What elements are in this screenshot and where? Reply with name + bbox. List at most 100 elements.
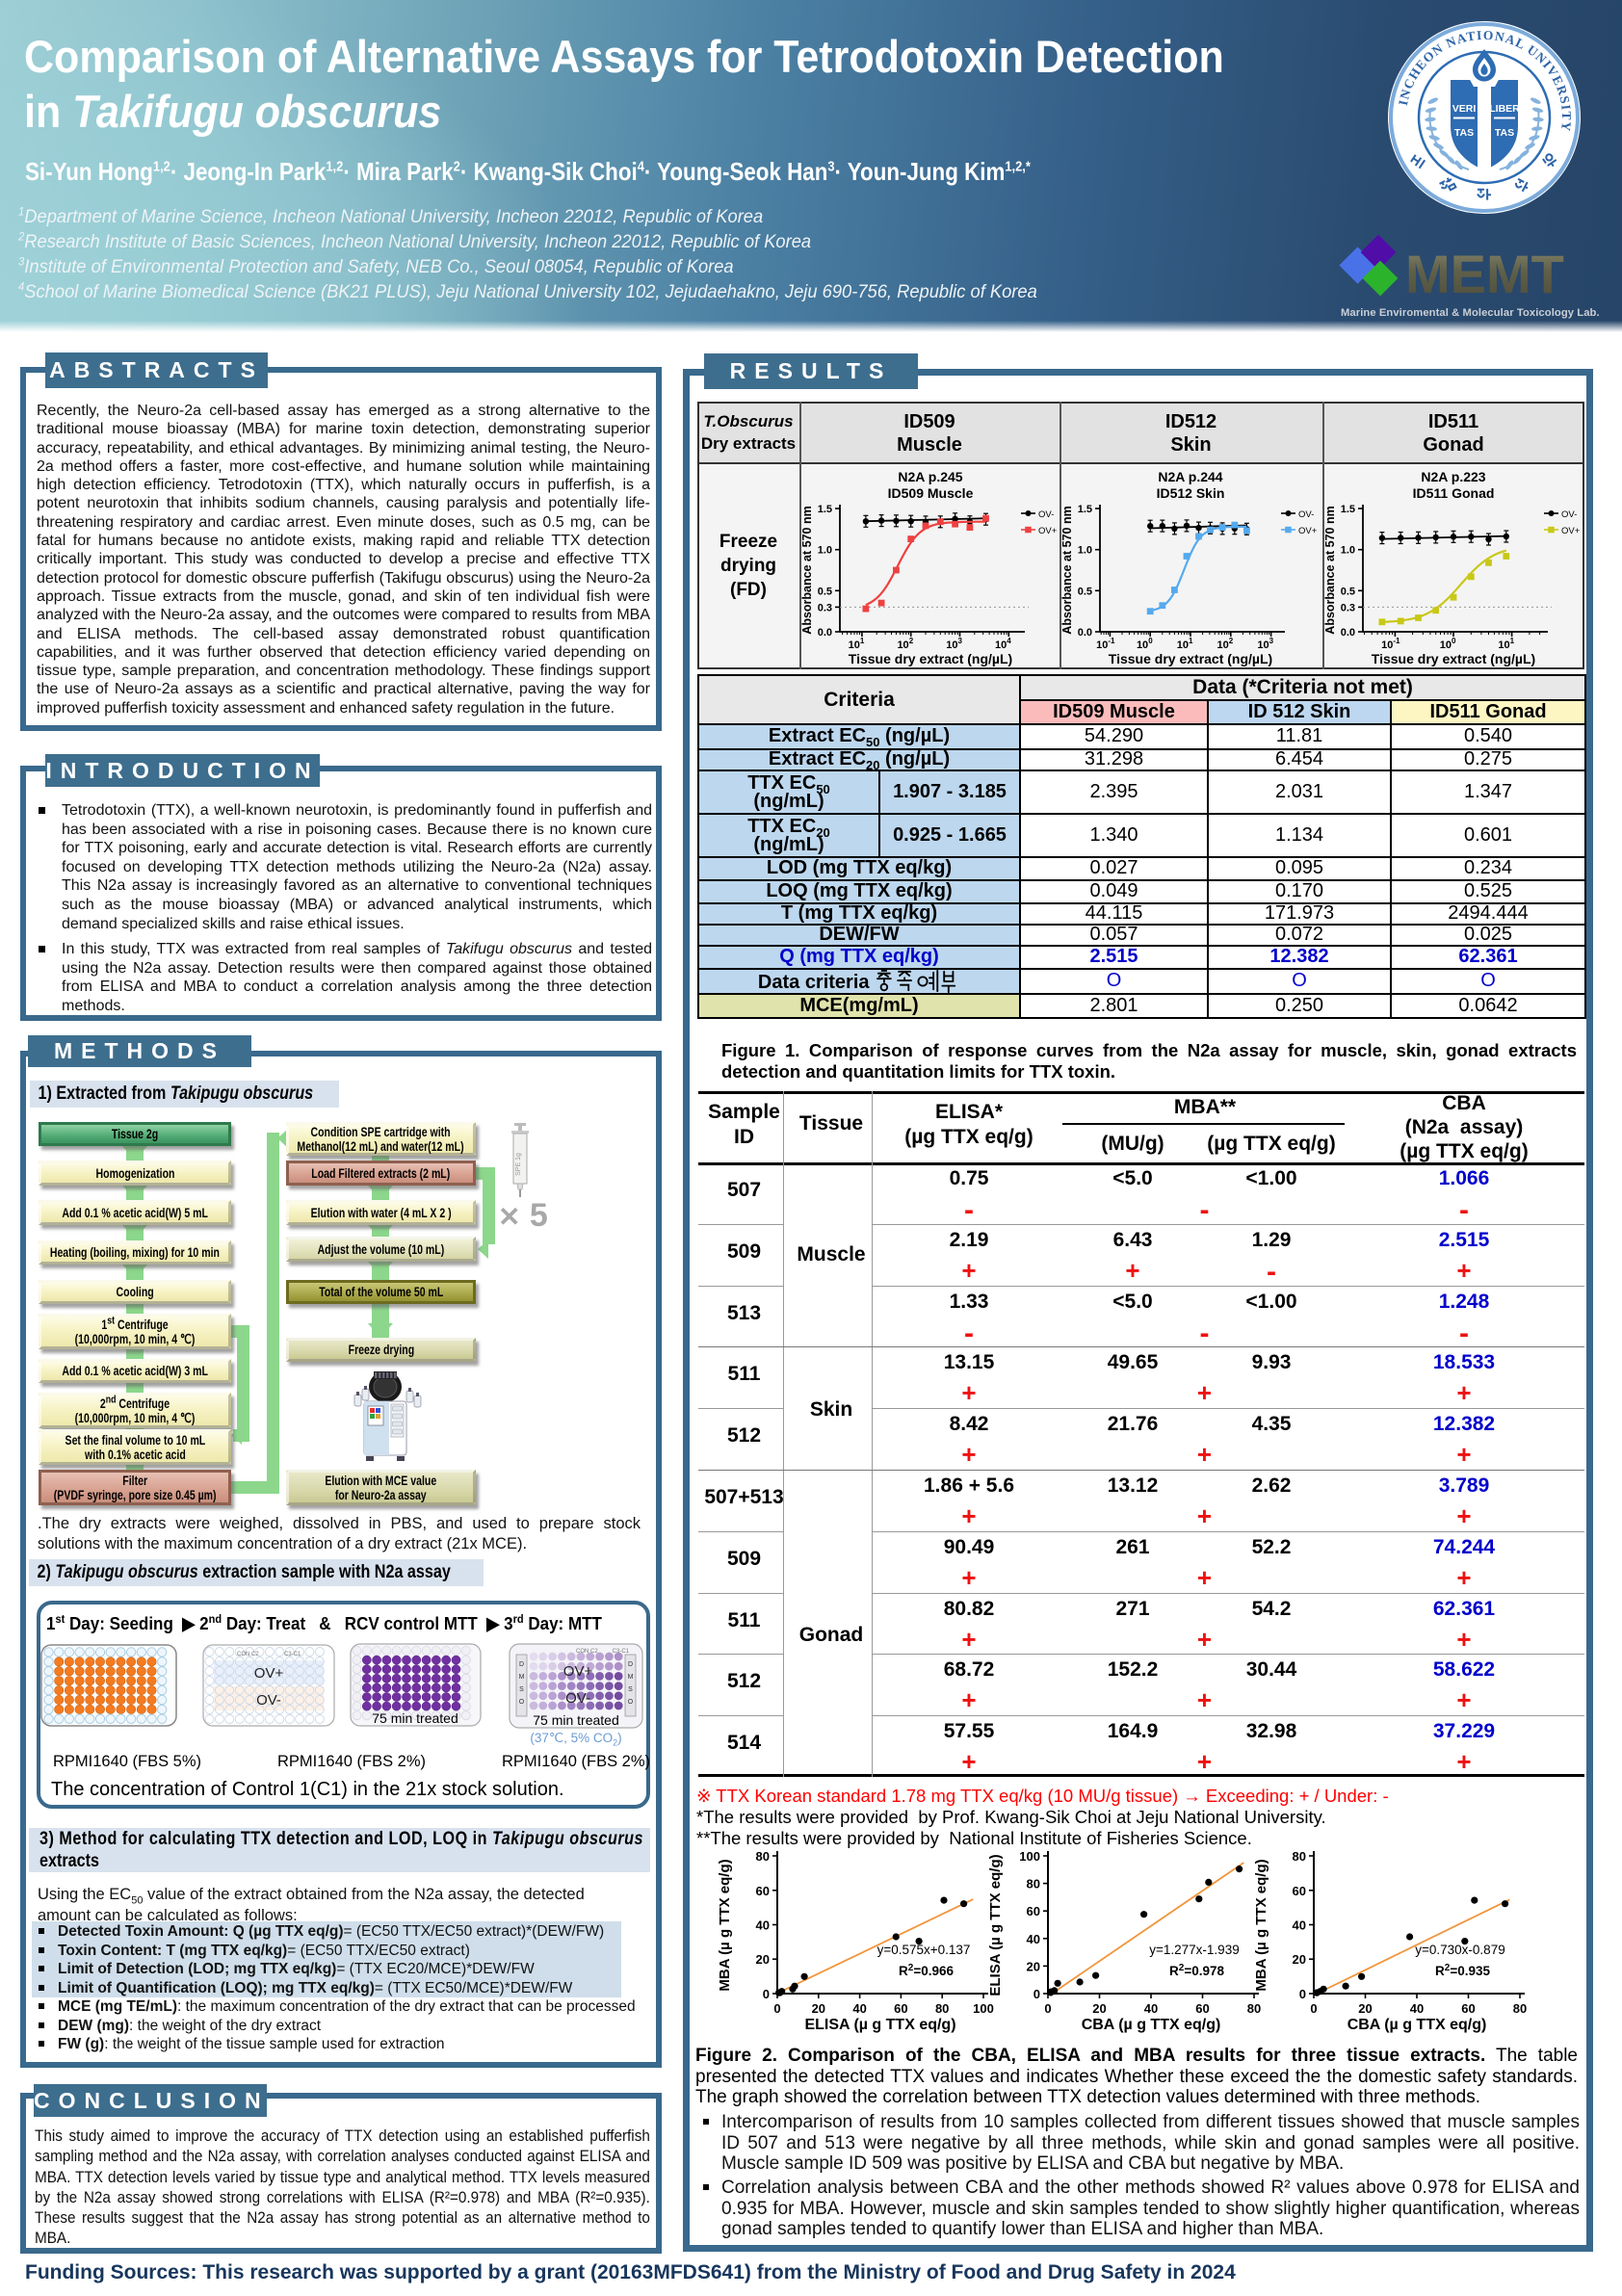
svg-text:OV+: OV+ [1038, 526, 1058, 536]
svg-text:10: 10 [1257, 639, 1269, 651]
svg-text:R2=0.935: R2=0.935 [1435, 1963, 1490, 1978]
svg-text:100: 100 [1019, 1849, 1040, 1864]
svg-text:TAS: TAS [1495, 127, 1514, 139]
svg-text:80: 80 [1027, 1877, 1040, 1892]
svg-text:Absorbance at 570 nm: Absorbance at 570 nm [1324, 506, 1337, 634]
svg-text:ELISA (µ g TTX eq/g): ELISA (µ g TTX eq/g) [804, 2017, 955, 2033]
svg-text:60: 60 [894, 2001, 907, 2016]
svg-text:D: D [628, 1661, 633, 1668]
svg-text:10: 10 [1137, 639, 1148, 651]
svg-text:3: 3 [1269, 637, 1274, 645]
svg-text:80: 80 [1293, 1849, 1306, 1864]
svg-text:10: 10 [849, 639, 860, 651]
svg-text:10: 10 [1381, 639, 1393, 651]
svg-text:0.5: 0.5 [818, 586, 832, 597]
svg-text:0.3: 0.3 [818, 602, 832, 613]
svg-text:60: 60 [1195, 2001, 1209, 2016]
svg-text:10: 10 [1217, 639, 1229, 651]
svg-text:0: 0 [1299, 1987, 1306, 2001]
svg-text:0: 0 [773, 2001, 780, 2016]
svg-text:0: 0 [1452, 637, 1456, 645]
svg-text:20: 20 [1092, 2001, 1106, 2016]
svg-text:VERI: VERI [1452, 103, 1477, 115]
svg-text:N2A p.245: N2A p.245 [898, 469, 962, 484]
svg-text:60: 60 [1461, 2001, 1475, 2016]
svg-text:SPE 1g: SPE 1g [515, 1153, 522, 1176]
svg-text:10: 10 [1498, 639, 1509, 651]
svg-text:y=0.575x+0.137: y=0.575x+0.137 [877, 1943, 971, 1957]
svg-text:40: 40 [756, 1918, 770, 1933]
svg-text:OV+: OV+ [254, 1665, 284, 1682]
svg-text:C3-C1: C3-C1 [284, 1652, 301, 1657]
svg-text:ID511 Gonad: ID511 Gonad [1413, 485, 1495, 501]
svg-text:N2A p.223: N2A p.223 [1421, 469, 1485, 484]
svg-text:10: 10 [995, 639, 1007, 651]
svg-text:OV+: OV+ [563, 1663, 593, 1680]
svg-text:0.0: 0.0 [1078, 627, 1092, 639]
svg-text:CON C2: CON C2 [237, 1652, 259, 1657]
svg-text:0: 0 [1148, 637, 1153, 645]
svg-text:0.3: 0.3 [1341, 602, 1355, 613]
svg-text:y=0.730x-0.879: y=0.730x-0.879 [1415, 1943, 1504, 1957]
svg-text:0: 0 [1033, 1987, 1040, 2001]
svg-text:0.5: 0.5 [1078, 586, 1092, 597]
svg-text:OV-: OV- [565, 1690, 590, 1707]
svg-text:60: 60 [1027, 1904, 1040, 1918]
svg-text:M: M [519, 1674, 525, 1681]
svg-text:40: 40 [1144, 2001, 1158, 2016]
svg-text:OV-: OV- [1038, 509, 1054, 520]
svg-text:R2=0.978: R2=0.978 [1169, 1963, 1224, 1978]
svg-text:4: 4 [1007, 637, 1011, 645]
svg-text:MBA (µ g TTX eq/g): MBA (µ g TTX eq/g) [718, 1859, 733, 1991]
svg-text:75 min treated: 75 min treated [372, 1710, 458, 1726]
svg-text:OV+: OV+ [1298, 526, 1318, 536]
svg-text:20: 20 [1027, 1959, 1040, 1973]
svg-text:60: 60 [756, 1884, 770, 1898]
svg-text:0: 0 [1310, 2001, 1317, 2016]
svg-text:1: 1 [860, 637, 865, 645]
svg-text:1.0: 1.0 [1078, 545, 1092, 557]
svg-text:S: S [628, 1686, 633, 1693]
svg-text:0.5: 0.5 [1341, 586, 1355, 597]
svg-text:R2=0.966: R2=0.966 [899, 1963, 954, 1978]
svg-text:OV-: OV- [1561, 509, 1577, 520]
svg-text:ID509 Muscle: ID509 Muscle [888, 485, 974, 501]
svg-text:10: 10 [1177, 639, 1189, 651]
svg-text:MEMT: MEMT [1405, 244, 1564, 304]
svg-text:Tissue dry extract (ng/µL): Tissue dry extract (ng/µL) [1109, 651, 1272, 666]
svg-text:ID512 Skin: ID512 Skin [1157, 485, 1225, 501]
svg-text:10: 10 [946, 639, 957, 651]
svg-text:y=1.277x-1.939: y=1.277x-1.939 [1149, 1943, 1239, 1957]
svg-text:2: 2 [909, 637, 914, 645]
svg-text:10: 10 [897, 639, 908, 651]
svg-text:40: 40 [852, 2001, 866, 2016]
svg-text:CBA (µ g TTX eq/g): CBA (µ g TTX eq/g) [1082, 2017, 1221, 2033]
svg-text:80: 80 [1513, 2001, 1527, 2016]
svg-text:0.0: 0.0 [818, 627, 832, 639]
svg-text:0.0: 0.0 [1341, 627, 1355, 639]
svg-text:1: 1 [1510, 637, 1515, 645]
svg-text:O: O [519, 1699, 525, 1706]
svg-text:O: O [628, 1699, 634, 1706]
svg-text:1: 1 [1189, 637, 1193, 645]
svg-text:S: S [519, 1686, 524, 1693]
svg-text:10: 10 [1440, 639, 1452, 651]
svg-text:OV-: OV- [1298, 509, 1314, 520]
svg-text:ELISA (µ g TTX eq/g): ELISA (µ g TTX eq/g) [988, 1854, 1004, 1996]
svg-text:60: 60 [1293, 1884, 1306, 1898]
svg-text:Tissue dry extract (ng/µL): Tissue dry extract (ng/µL) [1372, 651, 1535, 666]
svg-text:20: 20 [1358, 2001, 1372, 2016]
svg-text:1.5: 1.5 [1078, 504, 1092, 515]
svg-text:-1: -1 [1393, 637, 1400, 645]
svg-text:40: 40 [1027, 1932, 1040, 1946]
svg-text:TAS: TAS [1454, 127, 1474, 139]
svg-text:Marine Enviromental & Molecula: Marine Enviromental & Molecular Toxicolo… [1341, 307, 1600, 319]
svg-text:40: 40 [1410, 2001, 1424, 2016]
svg-text:LIBER: LIBER [1489, 103, 1520, 115]
svg-text:2: 2 [1229, 637, 1234, 645]
svg-text:0: 0 [1044, 2001, 1051, 2016]
svg-text:0: 0 [763, 1987, 770, 2001]
svg-text:OV-: OV- [256, 1692, 281, 1709]
svg-text:N2A p.244: N2A p.244 [1158, 469, 1222, 484]
svg-text:20: 20 [756, 1952, 770, 1967]
